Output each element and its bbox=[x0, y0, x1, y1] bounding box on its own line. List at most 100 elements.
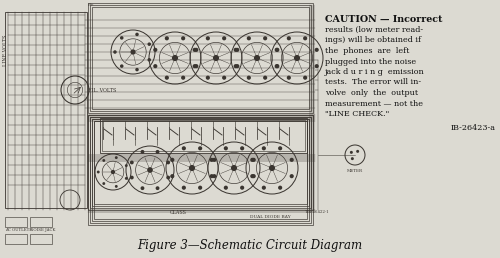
Circle shape bbox=[148, 58, 151, 62]
Bar bbox=[92, 119, 309, 221]
Circle shape bbox=[213, 55, 219, 61]
Text: volve  only  the  output: volve only the output bbox=[325, 89, 418, 97]
Text: FIL. VOLTS: FIL. VOLTS bbox=[88, 87, 117, 93]
Circle shape bbox=[303, 76, 307, 80]
Text: DUAL DIODE BAY: DUAL DIODE BAY bbox=[250, 215, 290, 219]
Circle shape bbox=[252, 158, 256, 162]
Circle shape bbox=[278, 146, 282, 150]
Text: jack d u r i n g  emission: jack d u r i n g emission bbox=[325, 68, 425, 76]
Circle shape bbox=[130, 176, 134, 180]
Circle shape bbox=[212, 174, 216, 178]
Circle shape bbox=[120, 64, 124, 68]
Circle shape bbox=[147, 167, 153, 173]
Circle shape bbox=[125, 177, 128, 180]
Bar bbox=[5, 234, 27, 244]
Circle shape bbox=[234, 64, 238, 68]
Circle shape bbox=[247, 76, 251, 80]
Circle shape bbox=[115, 156, 117, 159]
Circle shape bbox=[263, 76, 267, 80]
Text: Figure 3—Schematic Circuit Diagram: Figure 3—Schematic Circuit Diagram bbox=[138, 239, 362, 252]
Circle shape bbox=[275, 64, 280, 68]
Circle shape bbox=[189, 165, 195, 171]
Circle shape bbox=[153, 64, 158, 68]
Circle shape bbox=[212, 158, 216, 162]
Bar bbox=[92, 119, 309, 206]
Circle shape bbox=[165, 36, 169, 41]
Circle shape bbox=[130, 160, 134, 164]
Text: CLASS: CLASS bbox=[170, 210, 187, 215]
Bar bbox=[100, 118, 307, 153]
Circle shape bbox=[235, 64, 240, 68]
Text: plugged into the noise: plugged into the noise bbox=[325, 58, 416, 66]
Text: TIB-26422-1: TIB-26422-1 bbox=[305, 210, 330, 214]
Text: the  phones  are  left: the phones are left bbox=[325, 47, 409, 55]
Circle shape bbox=[287, 76, 291, 80]
Circle shape bbox=[275, 48, 280, 52]
Bar bbox=[90, 117, 311, 223]
Circle shape bbox=[170, 158, 174, 162]
Bar bbox=[90, 117, 311, 208]
Bar bbox=[5, 217, 27, 227]
Text: results (low meter read-: results (low meter read- bbox=[325, 26, 423, 34]
Circle shape bbox=[102, 182, 105, 185]
Circle shape bbox=[274, 48, 279, 52]
Bar bbox=[92, 7, 309, 109]
Circle shape bbox=[269, 165, 275, 171]
Circle shape bbox=[351, 157, 354, 160]
Circle shape bbox=[182, 186, 186, 190]
Text: "LINE CHECK.": "LINE CHECK." bbox=[325, 110, 389, 118]
Circle shape bbox=[156, 150, 160, 154]
Circle shape bbox=[314, 48, 319, 52]
Circle shape bbox=[136, 33, 139, 36]
Circle shape bbox=[247, 36, 251, 41]
Circle shape bbox=[120, 36, 124, 40]
Circle shape bbox=[240, 186, 244, 190]
Circle shape bbox=[250, 174, 254, 178]
Circle shape bbox=[224, 186, 228, 190]
Circle shape bbox=[314, 64, 319, 68]
Circle shape bbox=[153, 48, 158, 52]
Circle shape bbox=[181, 36, 185, 41]
Circle shape bbox=[192, 64, 197, 68]
Circle shape bbox=[252, 174, 256, 178]
Circle shape bbox=[130, 49, 136, 55]
Circle shape bbox=[136, 68, 139, 71]
Circle shape bbox=[194, 64, 198, 68]
Bar bbox=[102, 120, 305, 151]
Circle shape bbox=[290, 174, 294, 178]
Circle shape bbox=[115, 185, 117, 188]
Circle shape bbox=[140, 186, 144, 190]
Text: ings) will be obtained if: ings) will be obtained if bbox=[325, 36, 421, 44]
Circle shape bbox=[102, 159, 105, 162]
Text: tests.  The error will in-: tests. The error will in- bbox=[325, 78, 421, 86]
Circle shape bbox=[172, 55, 178, 61]
Circle shape bbox=[356, 150, 359, 153]
Circle shape bbox=[287, 36, 291, 41]
Text: CAUTION — Incorrect: CAUTION — Incorrect bbox=[325, 15, 442, 24]
Circle shape bbox=[222, 36, 226, 41]
Bar bbox=[90, 5, 311, 111]
Bar bbox=[94, 121, 307, 219]
Circle shape bbox=[166, 160, 170, 164]
Text: IB-26423-a: IB-26423-a bbox=[451, 124, 496, 132]
Circle shape bbox=[125, 164, 128, 167]
Text: AC OUTLETS: AC OUTLETS bbox=[5, 228, 32, 232]
Circle shape bbox=[263, 36, 267, 41]
Bar bbox=[88, 115, 313, 210]
Circle shape bbox=[194, 48, 198, 52]
Bar bbox=[5, 12, 87, 208]
Bar bbox=[30, 217, 52, 227]
Circle shape bbox=[206, 36, 210, 41]
Text: B+: B+ bbox=[88, 3, 94, 7]
Circle shape bbox=[210, 174, 214, 178]
Circle shape bbox=[350, 151, 353, 154]
Circle shape bbox=[224, 146, 228, 150]
Circle shape bbox=[148, 42, 151, 46]
Circle shape bbox=[278, 186, 282, 190]
Bar bbox=[88, 115, 313, 225]
Circle shape bbox=[222, 76, 226, 80]
Circle shape bbox=[240, 146, 244, 150]
Circle shape bbox=[165, 76, 169, 80]
Circle shape bbox=[156, 186, 160, 190]
Circle shape bbox=[231, 165, 237, 171]
